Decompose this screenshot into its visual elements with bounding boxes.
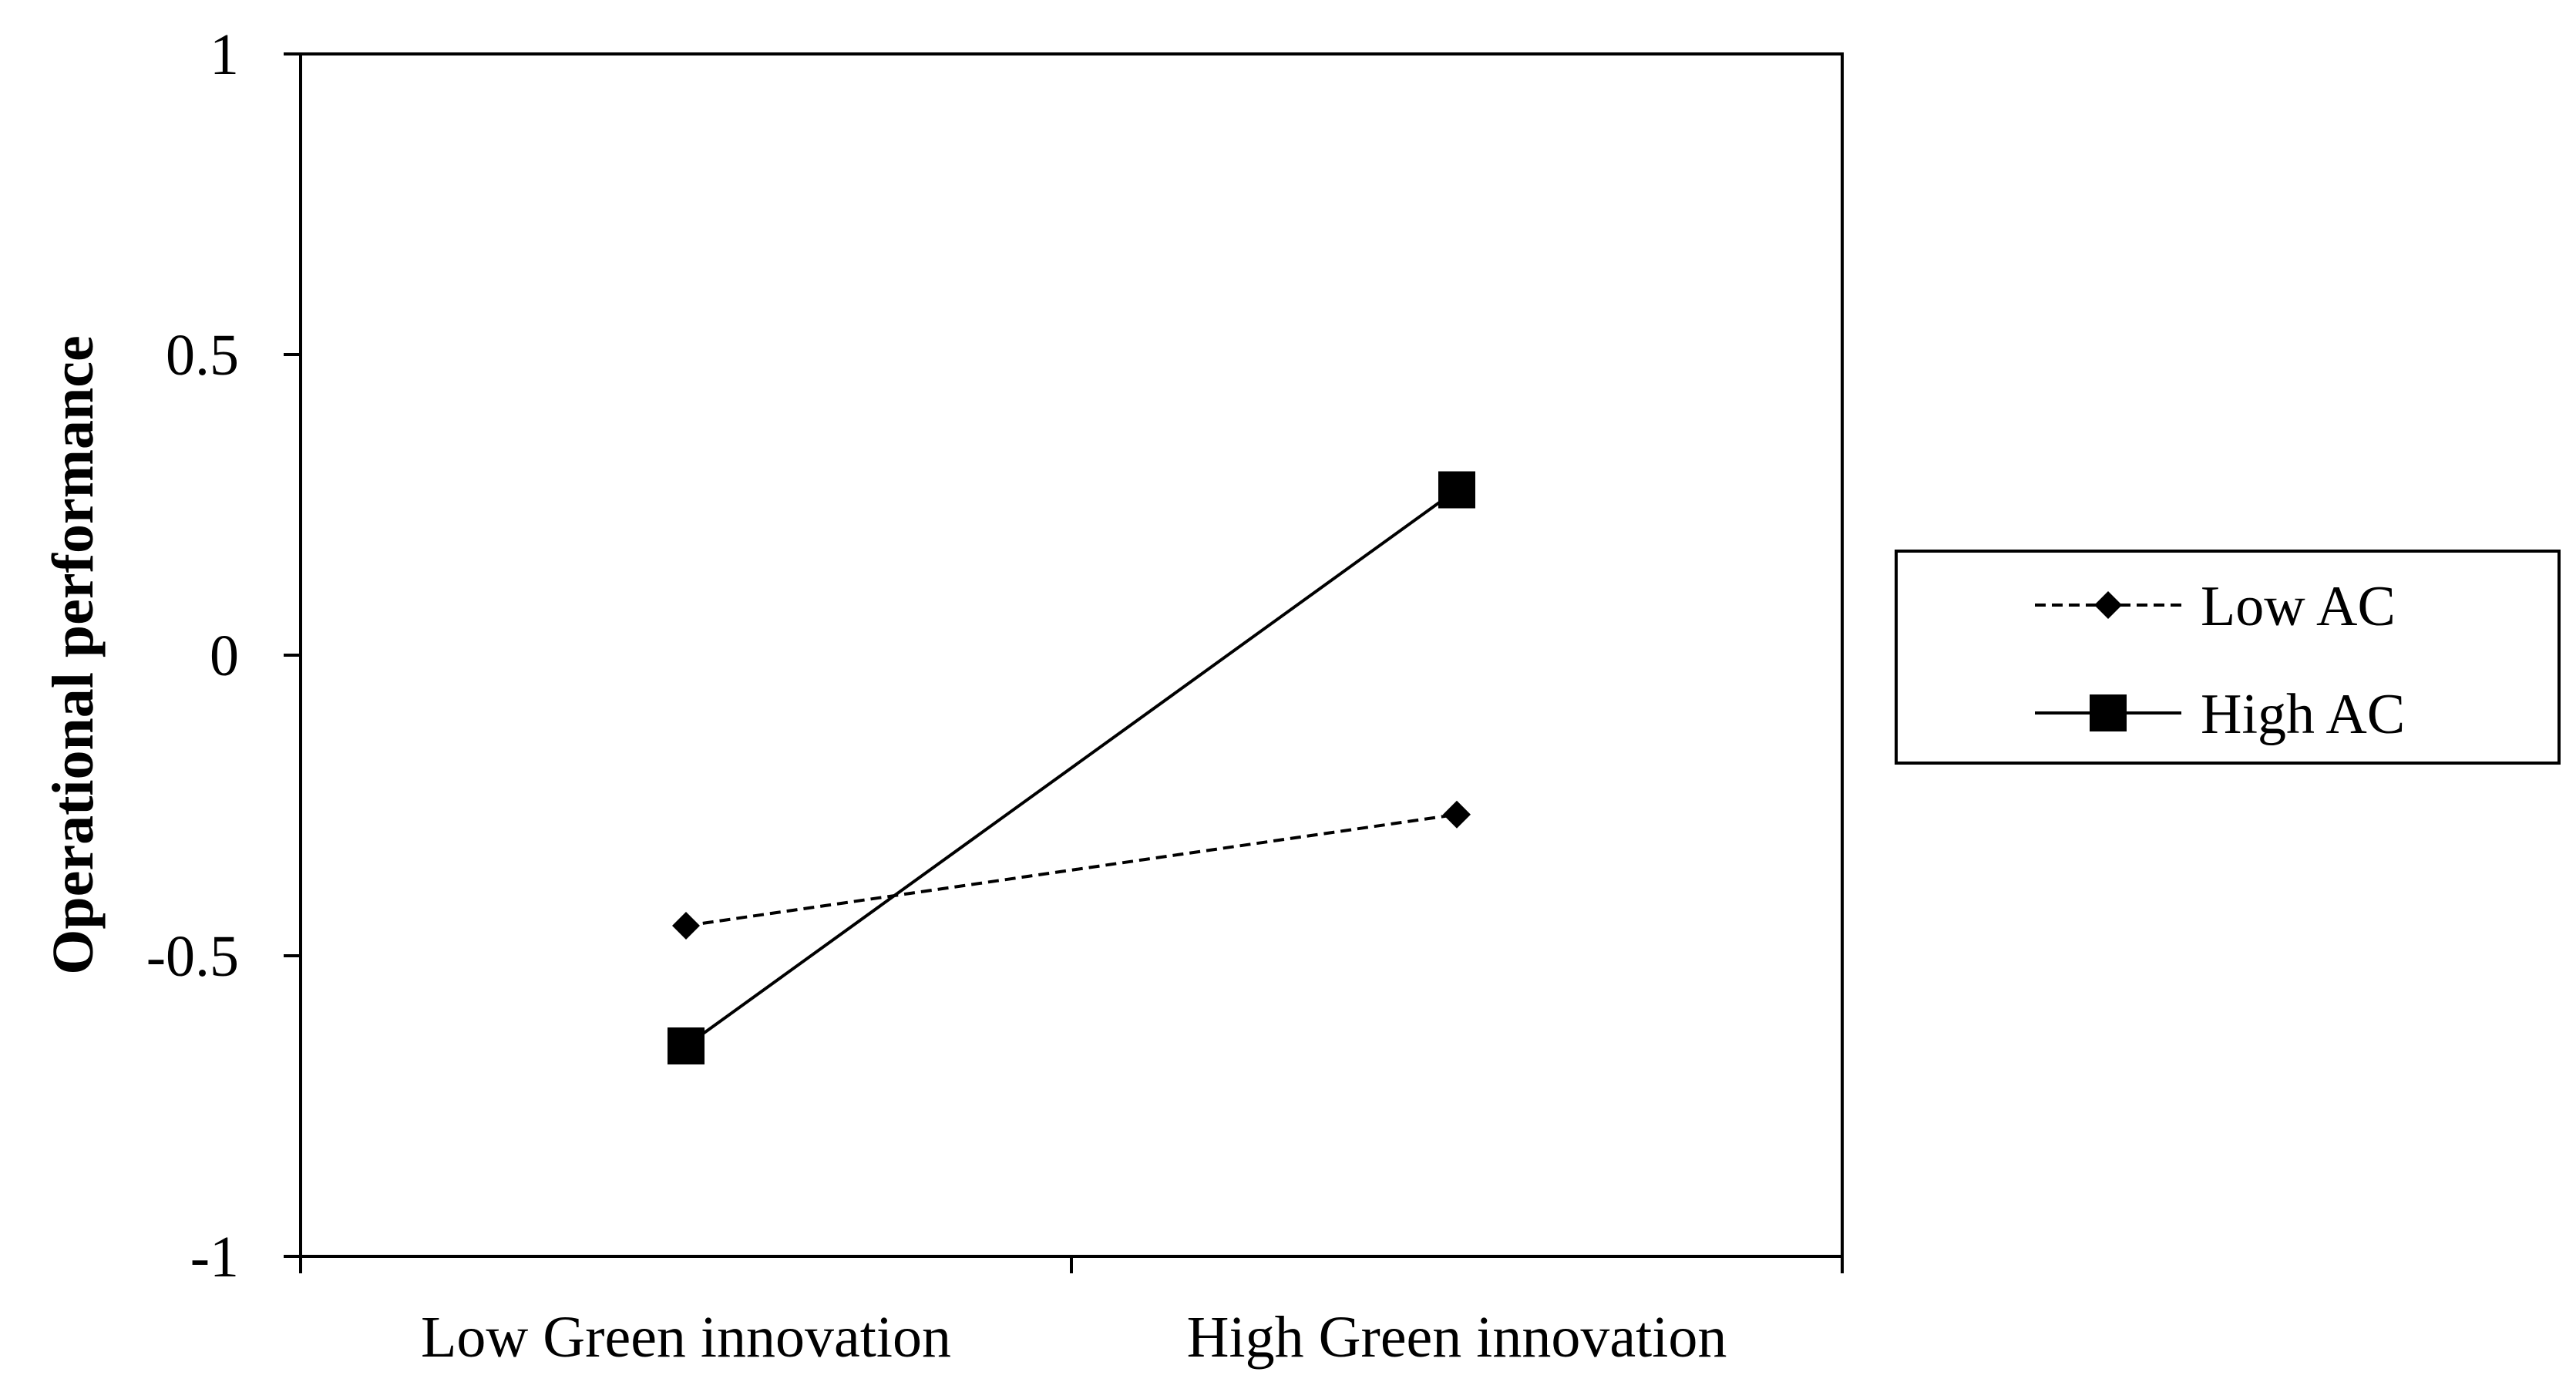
x-axis: Low Green innovation High Green innovatio… (299, 1256, 1844, 1370)
legend: Low AC High AC (1895, 550, 2561, 765)
y-tick-label: -1 (190, 1225, 239, 1290)
y-tick-label: 0.5 (166, 323, 239, 388)
y-axis: 1 0.5 0 -0.5 -1 (146, 22, 301, 1290)
x-tick-label: Low Green innovation (421, 1305, 951, 1370)
series-line (685, 812, 1458, 927)
y-tick-label: -0.5 (146, 924, 239, 989)
legend-entry: Low AC (2035, 575, 2396, 638)
legend-marker (2090, 694, 2127, 731)
y-axis-label: Operational performance (41, 335, 106, 974)
data-point (1443, 800, 1471, 829)
plot-area (299, 52, 1844, 1258)
series-line (684, 488, 1458, 1047)
data-point (1438, 471, 1475, 509)
legend-box (1895, 550, 2561, 765)
y-tick-label: 0 (210, 624, 239, 688)
series-high-ac (668, 471, 1475, 1064)
x-tick-label: High Green innovation (1187, 1305, 1727, 1370)
data-point (672, 912, 700, 940)
legend-label: High AC (2201, 683, 2405, 746)
y-tick-label: 1 (210, 22, 239, 87)
data-point (668, 1027, 705, 1064)
series-layer (668, 471, 1475, 1064)
legend-label: Low AC (2201, 575, 2396, 638)
series-low-ac (672, 800, 1471, 940)
legend-entry: High AC (2035, 683, 2405, 746)
legend-marker (2094, 591, 2122, 619)
